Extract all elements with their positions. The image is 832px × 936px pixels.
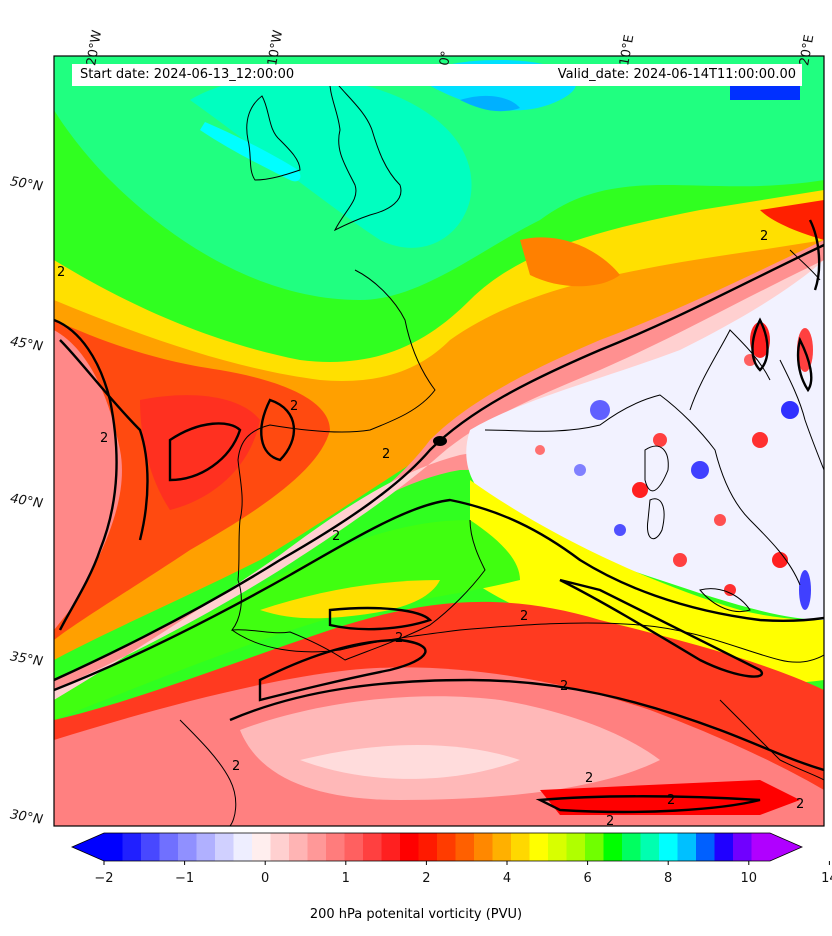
colorbar-swatch	[566, 833, 586, 861]
colorbar-swatch	[733, 833, 752, 861]
colorbar-swatch	[474, 833, 493, 861]
colorbar-swatch	[307, 833, 327, 861]
colorbar-swatch	[400, 833, 419, 861]
colorbar-swatch	[511, 833, 530, 861]
colorbar-swatch	[677, 833, 697, 861]
colorbar-swatch	[659, 833, 678, 861]
colorbar-swatch	[270, 833, 290, 861]
colorbar-swatch	[363, 833, 382, 861]
colorbar-swatch	[141, 833, 160, 861]
colorbar-tick-label: 6	[583, 871, 592, 886]
colorbar-swatch	[215, 833, 234, 861]
contour-label: 2	[57, 265, 65, 280]
contour-label: 2	[100, 431, 108, 446]
colorbar-tick-label: −2	[94, 871, 114, 886]
colorbar-tick-label: 1	[341, 871, 350, 886]
contour-label: 2	[395, 631, 403, 646]
lon-label: 0°	[437, 49, 455, 67]
contour-label: 2	[290, 399, 298, 414]
colorbar-swatch	[344, 833, 364, 861]
colorbar-title: 200 hPa potenital vorticity (PVU)	[309, 907, 523, 922]
colorbar-swatch	[159, 833, 179, 861]
colorbar-swatch	[418, 833, 438, 861]
colorbar-extend-low	[72, 833, 104, 861]
colorbar-swatch	[178, 833, 197, 861]
pv-field	[54, 56, 824, 826]
colorbar-swatch	[622, 833, 641, 861]
colorbar-tick-label: 4	[502, 871, 512, 886]
valid-date: Valid_date: 2024-06-14T11:00:00.00	[557, 67, 796, 82]
coastlines	[179, 73, 824, 826]
start-date: Start date: 2024-06-13_12:00:00	[80, 67, 295, 82]
colorbar-swatch	[289, 833, 308, 861]
colorbar-extend-high	[770, 833, 802, 861]
colorbar-swatch	[437, 833, 456, 861]
contour-label: 2	[606, 814, 614, 829]
contour-label: 2	[332, 529, 340, 544]
contour-label: 2	[382, 447, 390, 462]
marker-blob	[433, 436, 447, 446]
colorbar-tick-label: 2	[422, 871, 431, 886]
colorbar-swatch	[381, 833, 401, 861]
colorbar-swatch	[585, 833, 604, 861]
colorbar-swatch	[714, 833, 734, 861]
colorbar-swatch	[196, 833, 216, 861]
contour-label: 2	[760, 229, 768, 244]
contour-label: 2	[520, 609, 528, 624]
colorbar-swatch	[122, 833, 142, 861]
colorbar-swatch	[455, 833, 475, 861]
contour-label: 2	[232, 759, 240, 774]
colorbar-tick-label: 10	[740, 871, 758, 886]
colorbar-swatch	[548, 833, 567, 861]
contour-label-group: 2 2 2 2 2 2 2 2 2 2 2 2 2 2	[57, 229, 804, 829]
contour-label: 2	[667, 793, 675, 808]
colorbar-swatch	[696, 833, 715, 861]
contour-label: 2	[796, 797, 804, 812]
pv-2-contours	[54, 219, 824, 814]
map-frame	[53, 55, 825, 827]
contour-label: 2	[585, 771, 593, 786]
colorbar-swatch	[104, 833, 123, 861]
colorbar-swatch	[233, 833, 253, 861]
colorbar-tick-label: 14	[821, 871, 832, 886]
colorbar-tick-label: 0	[261, 871, 270, 886]
colorbar-swatch	[529, 833, 549, 861]
colorbar-swatch	[252, 833, 271, 861]
contour-label: 2	[560, 679, 568, 694]
colorbar-tick-label: −1	[175, 871, 195, 886]
colorbar-swatch	[492, 833, 512, 861]
colorbar-swatch	[640, 833, 660, 861]
colorbar-swatch	[751, 833, 771, 861]
colorbar-swatch	[603, 833, 623, 861]
date-banner: Start date: 2024-06-13_12:00:00 Valid_da…	[72, 64, 802, 86]
colorbar-swatch	[326, 833, 345, 861]
colorbar	[71, 832, 830, 865]
colorbar-tick-label: 8	[664, 871, 673, 886]
